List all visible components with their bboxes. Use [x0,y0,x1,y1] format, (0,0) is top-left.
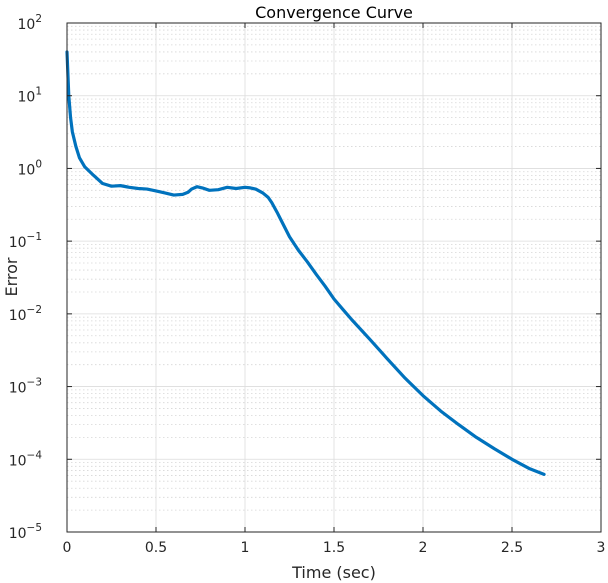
x-axis-title: Time (sec) [291,563,376,582]
y-tick-label: 10−3 [9,377,42,397]
y-tick-label: 101 [17,86,42,106]
series-line [65,50,546,476]
x-tick-label: 1.5 [323,540,345,556]
y-axis-title: Error [2,257,21,296]
y-tick-label: 102 [17,13,42,33]
y-tick-label: 10−4 [9,449,43,469]
y-tick-labels: 102 101 100 10−1 10−2 10−3 10−4 10−5 [9,13,43,542]
data-layer [65,50,546,476]
tick-marks [66,22,602,533]
y-tick-label: 10−1 [9,231,42,251]
y-tick-label: 100 [17,158,42,178]
x-tick-label: 1 [241,540,250,556]
y-tick-label: 10−5 [9,522,42,542]
chart-title: Convergence Curve [255,3,413,22]
y-tick-label: 10−2 [9,304,42,324]
x-tick-label: 0 [63,540,72,556]
x-tick-label: 3 [597,540,606,556]
x-tick-label: 0.5 [145,540,167,556]
x-tick-label: 2.5 [501,540,523,556]
x-tick-labels: 0 0.5 1 1.5 2 2.5 3 [63,540,606,556]
x-tick-label: 2 [419,540,428,556]
